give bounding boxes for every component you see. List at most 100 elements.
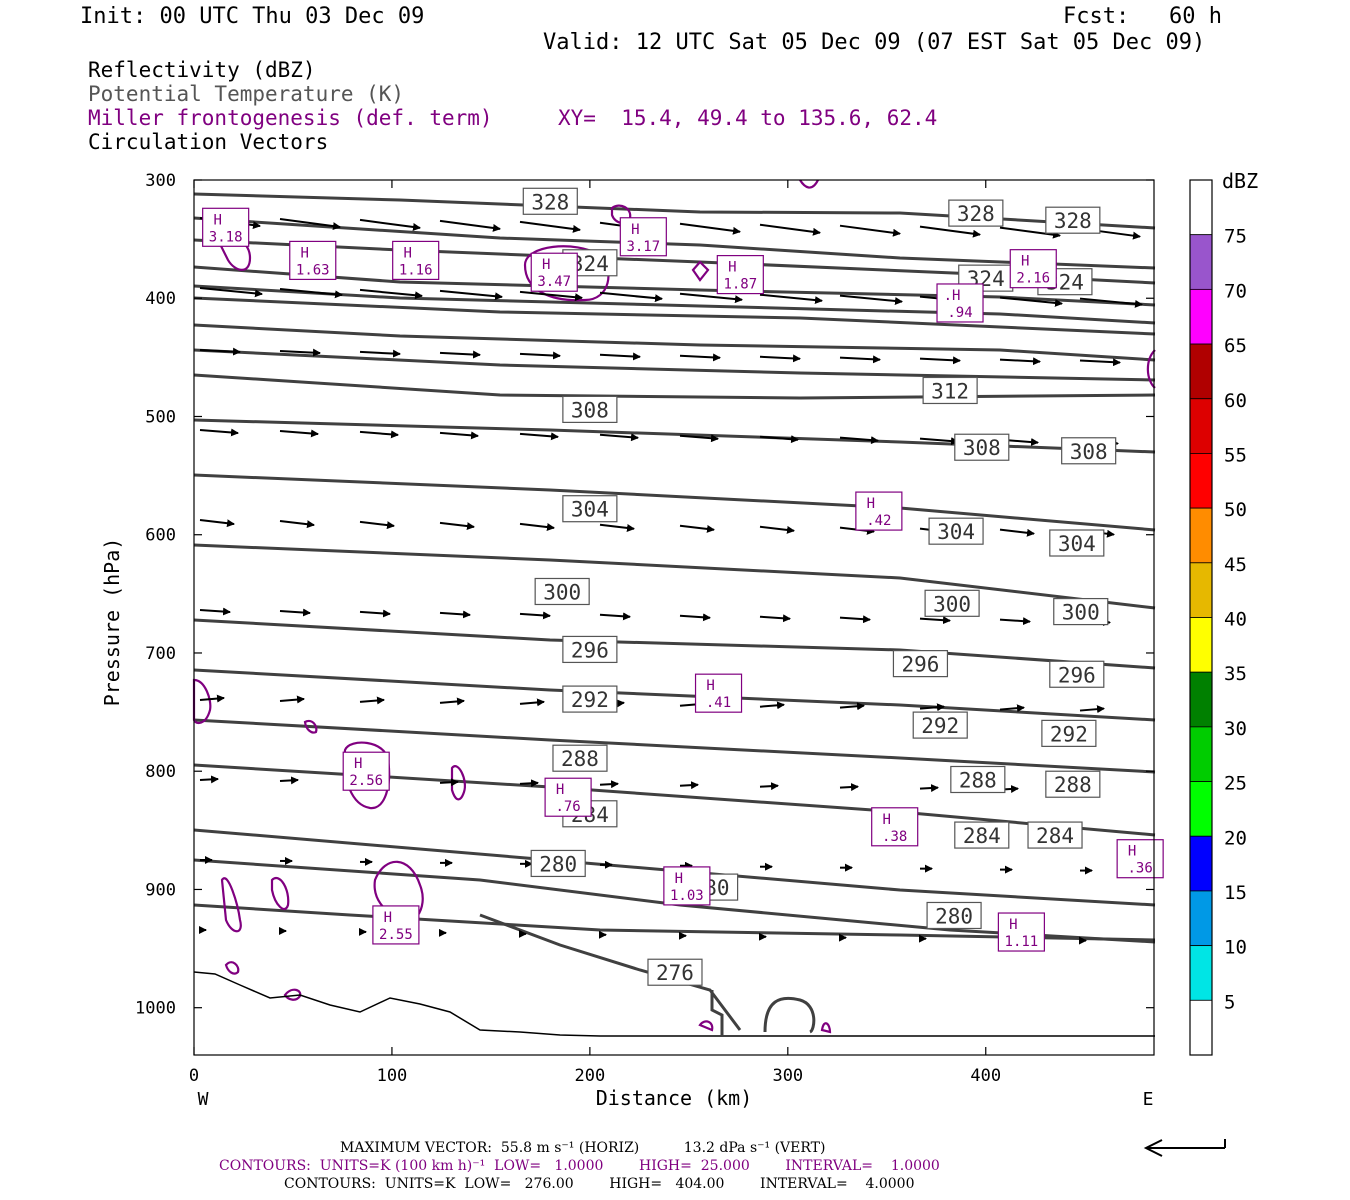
circulation-vector	[439, 431, 479, 440]
theta-label: 312	[922, 376, 978, 405]
circulation-vector	[999, 617, 1031, 626]
circulation-vector	[759, 223, 821, 236]
y-tick-label: 300	[145, 171, 176, 191]
frontogenesis-max-value: 3.18	[209, 229, 243, 245]
theta-contour-surface	[763, 996, 816, 1034]
theta-label-text: 288	[959, 768, 997, 792]
frontogenesis-max-box	[936, 283, 984, 323]
circulation-vector	[759, 435, 799, 444]
theta-label: 308	[1061, 437, 1117, 465]
circulation-vector	[599, 780, 619, 789]
theta-label: 292	[912, 711, 968, 739]
colorbar-label: 30	[1224, 718, 1247, 740]
colorbar-segment	[1189, 890, 1213, 947]
theta-label: 328	[948, 199, 1004, 227]
frontogenesis-max: H.38	[871, 807, 919, 847]
frontogenesis-max-value: .38	[882, 829, 907, 845]
circulation-vector	[679, 613, 711, 622]
theta-contour	[193, 296, 1156, 336]
frontogenesis-max-value: .41	[706, 695, 731, 711]
colorbar-frame	[1189, 179, 1213, 1056]
frontogenesis-max-box	[342, 751, 390, 791]
circulation-vector	[759, 782, 779, 791]
theta-label-box	[522, 187, 578, 215]
colorbar-label: 35	[1224, 663, 1247, 685]
theta-label-box	[562, 635, 618, 664]
circulation-vector	[439, 219, 501, 232]
circulation-vector	[199, 694, 225, 703]
frontogenesis-max-box	[694, 673, 743, 713]
circulation-vector	[359, 218, 421, 231]
colorbar-label: 65	[1224, 335, 1247, 357]
circulation-vector	[839, 702, 865, 711]
theta-label-box	[950, 765, 1006, 794]
theta-label: 280	[530, 849, 586, 878]
circulation-vector	[1079, 705, 1105, 714]
circulation-vector	[839, 355, 881, 364]
theta-label: 292	[1041, 719, 1097, 747]
reference-vector-arrow	[1143, 1139, 1226, 1157]
x-axis-east-label: E	[1143, 1089, 1154, 1110]
theta-label-box	[954, 821, 1010, 849]
frontogenesis-max: H1.03	[663, 866, 711, 906]
frontogenesis-max-value: 1.16	[399, 262, 433, 278]
terrain-line	[193, 971, 1155, 1037]
frontogenesis-max-letter: H	[706, 678, 714, 694]
theta-label-box	[1049, 529, 1105, 557]
frontogenesis-contour	[450, 765, 466, 801]
circulation-vector	[359, 696, 385, 705]
theta-label-box	[928, 517, 984, 545]
circulation-vector	[919, 356, 961, 365]
theta-label-text: 308	[571, 398, 609, 422]
theta-label-text: 308	[963, 436, 1001, 460]
colorbar-label: 70	[1224, 280, 1247, 302]
x-tick-label: 100	[377, 1066, 408, 1086]
frontogenesis-contour	[691, 260, 710, 282]
theta-contour	[193, 216, 1156, 270]
x-axis-label: Distance (km)	[596, 1086, 753, 1110]
theta-label-text: 300	[1062, 601, 1100, 625]
frontogenesis-contour	[270, 877, 290, 911]
theta-label: 300	[1053, 597, 1109, 626]
theta-label-box	[534, 577, 590, 606]
circulation-vector	[839, 436, 879, 445]
circulation-vector	[839, 294, 903, 305]
frontogenesis-max-letter: H	[1021, 254, 1029, 270]
frontogenesis-max: H1.11	[997, 912, 1045, 952]
legend-reflectivity: Reflectivity (dBZ)	[88, 58, 316, 82]
frontogenesis-max: H2.16	[1009, 249, 1057, 289]
frontogenesis-contour	[303, 719, 318, 734]
frontogenesis-max-letter: H	[882, 812, 890, 828]
circulation-vector	[439, 521, 475, 531]
theta-label: 288	[1045, 770, 1101, 798]
frontogenesis-contour	[698, 1020, 714, 1032]
circulation-vector	[999, 528, 1035, 537]
circulation-vector	[759, 525, 795, 534]
circulation-vector	[359, 430, 399, 439]
frontogenesis-max: H.42	[855, 491, 903, 531]
theta-contour	[193, 618, 1156, 670]
theta-label-text: 292	[1050, 722, 1088, 746]
circulation-vector	[919, 703, 945, 712]
theta-label-text: 292	[571, 688, 609, 712]
circulation-vector	[519, 611, 551, 620]
colorbar-segment	[1189, 562, 1213, 618]
theta-label-text: 280	[935, 904, 973, 928]
theta-label-text: 312	[931, 379, 969, 403]
circulation-vector	[999, 226, 1061, 239]
colorbar-segment	[1189, 179, 1213, 236]
theta-label: 296	[562, 635, 618, 664]
circulation-vector	[519, 698, 545, 707]
circulation-vector	[439, 778, 459, 787]
circulation-vector	[199, 519, 235, 528]
frontogenesis-max-value: .36	[1127, 861, 1152, 877]
theta-contour	[193, 473, 1156, 532]
colorbar-segment	[1189, 945, 1213, 1001]
frontogenesis-max-letter: H	[556, 782, 564, 798]
frontogenesis-max-value: 3.17	[626, 239, 660, 255]
theta-label-text: 296	[571, 638, 609, 662]
frontogenesis-max-box	[871, 807, 919, 847]
frontogenesis-max-letter: H	[384, 910, 392, 926]
theta-contour-info: CONTOURS: UNITS=K LOW= 276.00 HIGH= 404.…	[284, 1176, 915, 1192]
frontogenesis-max-value: .42	[866, 513, 891, 529]
